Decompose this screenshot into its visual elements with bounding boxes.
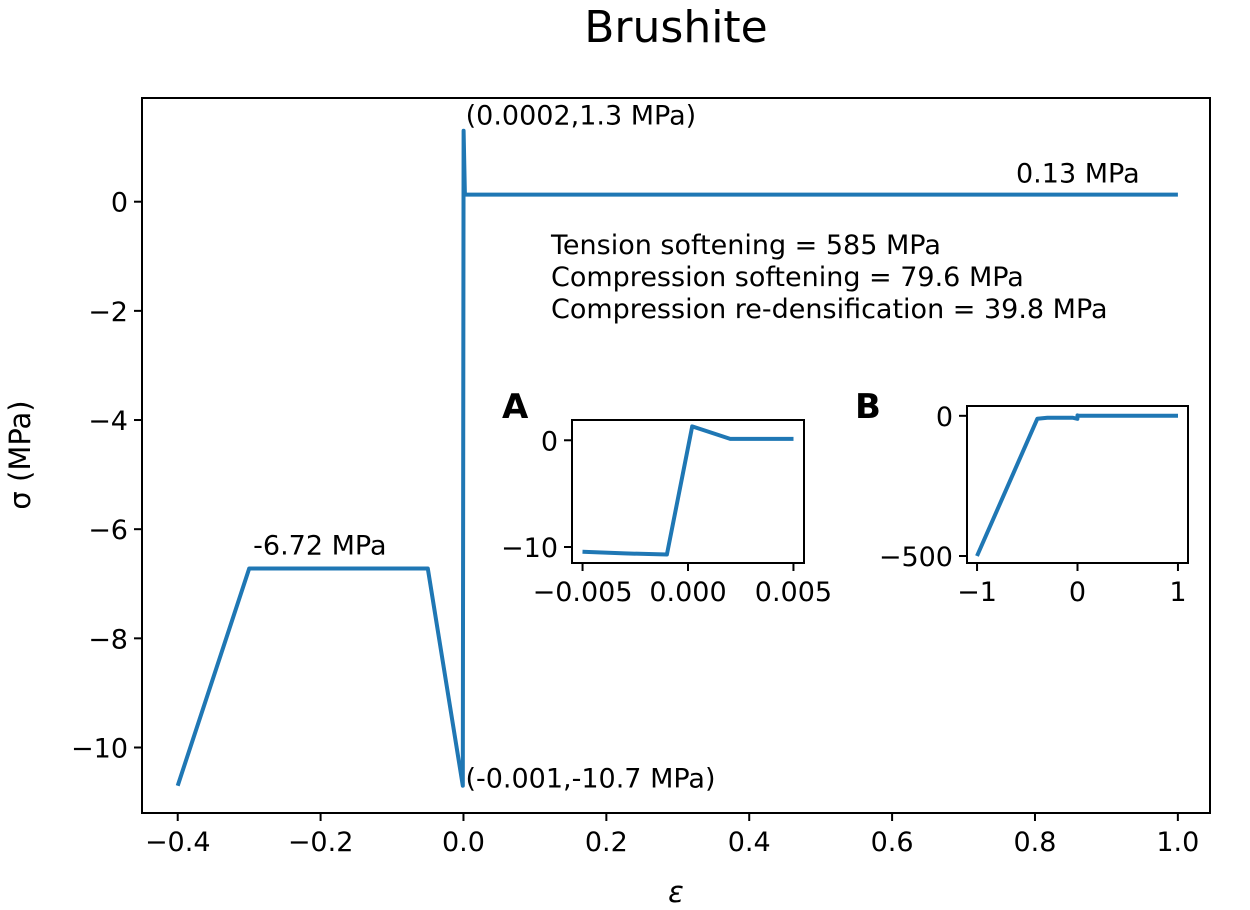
inset-b-y-tick-label-1: −500	[879, 542, 953, 573]
main-y-tick-label-0: 0	[111, 188, 128, 219]
compression-softening-text: Compression softening = 79.6 MPa	[551, 262, 1024, 293]
main-x-tick-label-6: 0.8	[1014, 827, 1057, 858]
tension-softening-text: Tension softening = 585 MPa	[550, 230, 941, 261]
inset-a-y-tick-label-1: −10	[501, 533, 558, 564]
main-x-tick-label-2: 0.0	[442, 827, 485, 858]
plateau-annotation: -6.72 MPa	[253, 530, 386, 561]
inset-a-x-tick-label-1: 0.000	[649, 577, 726, 608]
main-series-line-0	[175, 128, 1178, 788]
main-x-tick-label-3: 0.2	[585, 827, 628, 858]
compression-redensification-text: Compression re-densification = 39.8 MPa	[551, 294, 1108, 325]
main-x-tick-label-1: −0.2	[288, 827, 354, 858]
main-x-tick-label-7: 1.0	[1156, 827, 1199, 858]
chart-title: Brushite	[584, 2, 768, 53]
y-axis-label: σ (MPa)	[3, 400, 37, 509]
main-x-tick-label-4: 0.4	[728, 827, 771, 858]
main-plot: −0.4 −0.2 0.0 0.2 0.4 0.6 0.8 1.00−2−4−6−8−10(0…	[71, 97, 1211, 858]
inset-b-x-tick-label-1: 0	[1069, 577, 1086, 608]
main-x-tick-label-5: 0.6	[871, 827, 914, 858]
main-y-tick-label-4: −8	[88, 624, 128, 655]
inset-a-x-tick-label-0: −0.005	[533, 577, 633, 608]
main-x-tick-label-0: −0.4	[145, 827, 211, 858]
inset-b-x-tick-label-2: 1	[1169, 577, 1186, 608]
inset-b-x-tick-label-0: −1	[957, 577, 997, 608]
residual-tension-annotation: 0.13 MPa	[1016, 159, 1140, 190]
inset-a-x-tick-label-2: 0.005	[755, 577, 832, 608]
main-y-tick-label-5: −10	[71, 734, 128, 765]
inset-a-series-line-0	[582, 424, 794, 557]
inset-b-series-line-0	[975, 413, 1178, 557]
inset-a-y-tick-label-0: 0	[541, 426, 558, 457]
main-plot-frame	[141, 97, 1211, 814]
inset-b: −1 0 1 0 −500 B	[855, 387, 1189, 608]
parameter-text-block: Tension softening = 585 MPa Compression …	[550, 230, 1108, 325]
trough-annotation: (-0.001,-10.7 MPa)	[465, 764, 715, 795]
x-axis-label: ε	[668, 875, 684, 909]
inset-b-y-tick-label-0: 0	[936, 402, 953, 433]
inset-a-panel-label: A	[502, 387, 529, 427]
inset-b-panel-label: B	[855, 387, 881, 427]
inset-a: −0.005 0.000 0.005 0 −10 A	[501, 387, 832, 608]
main-y-tick-label-3: −6	[88, 515, 128, 546]
main-y-tick-label-1: −2	[88, 297, 128, 328]
peak-annotation: (0.0002,1.3 MPa)	[466, 101, 697, 132]
main-y-tick-label-2: −4	[88, 406, 128, 437]
inset-b-plot-frame	[966, 405, 1189, 564]
